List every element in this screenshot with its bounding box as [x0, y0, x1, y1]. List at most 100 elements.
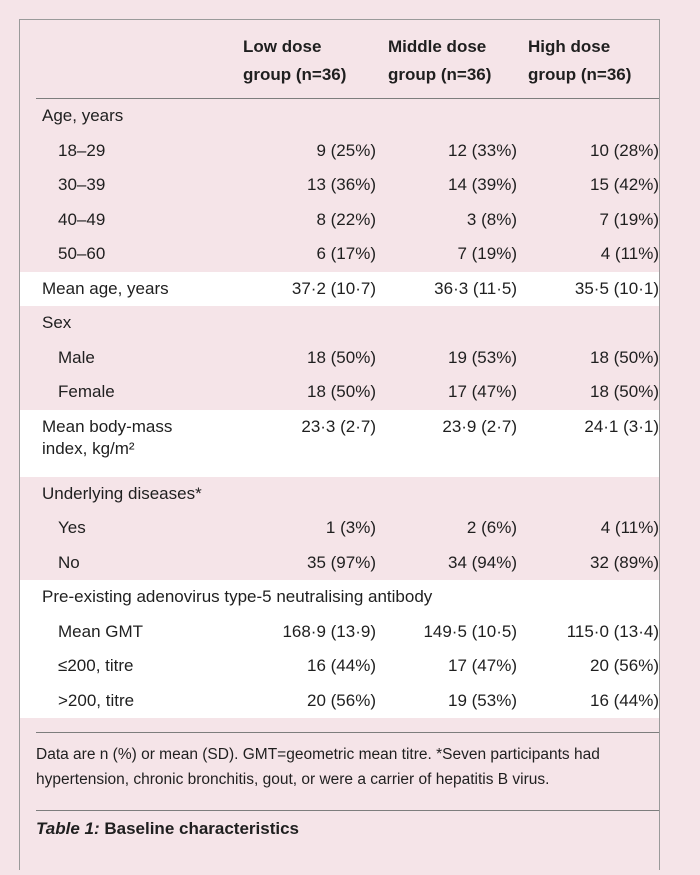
cell-middle: 34 (94%) [448, 552, 517, 572]
row-label: Sex [42, 313, 72, 332]
cell-low: 23·3 (2·7) [245, 409, 376, 477]
cell-low: 35 (97%) [307, 552, 376, 572]
cell-high: 18 (50%) [590, 382, 659, 401]
cell-middle [376, 306, 517, 341]
column-header-line: High dose [528, 37, 611, 56]
row-label: Age, years [42, 106, 124, 125]
cell-high: 10 (28%) [590, 140, 659, 160]
table-row: Mean age, years 37·2 (10·7) 36·3 (11·5) … [20, 271, 659, 306]
cell-high: 18 (50%) [590, 347, 659, 367]
cell-middle: 17 (47%) [376, 649, 517, 684]
table-row: Yes 1 (3%) 2 (6%) 4 (11%) [20, 511, 659, 546]
cell-low: 37·2 (10·7) [245, 271, 376, 306]
cell-middle: 7 (19%) [457, 244, 517, 263]
column-header-line: Low dose [243, 37, 322, 56]
row-label: Female [58, 382, 115, 401]
cell-low [245, 99, 376, 134]
cell-high [517, 306, 659, 341]
table-row: 50–60 6 (17%) 7 (19%) 4 (11%) [20, 237, 659, 272]
cell-high: 7 (19%) [599, 209, 659, 229]
cell-low: 18 (50%) [307, 347, 376, 367]
cell-low: 16 (44%) [245, 649, 376, 684]
table-row: 18–29 9 (25%) 12 (33%) 10 (28%) [20, 134, 659, 169]
cell-high: 4 (11%) [600, 244, 659, 263]
row-label-line: index, kg/m² [42, 438, 135, 458]
column-header-line: group (n=36) [243, 65, 347, 84]
cell-high: 20 (56%) [517, 649, 659, 684]
cell-low [245, 306, 376, 341]
row-label: Mean body-mass index, kg/m² [20, 409, 245, 477]
table-row: Pre-existing adenovirus type-5 neutralis… [20, 580, 659, 615]
row-label-line: Mean body-mass [42, 416, 173, 436]
cell-low: 168·9 (13·9) [245, 614, 376, 649]
table-row: Mean body-mass index, kg/m² 23·3 (2·7) 23… [20, 409, 659, 477]
row-label: 50–60 [58, 244, 106, 263]
row-label: ≤200, titre [20, 649, 245, 684]
row-label: Mean age, years [20, 271, 245, 306]
cell-middle: 14 (39%) [448, 175, 517, 194]
cell-middle [376, 477, 517, 512]
cell-middle: 19 (53%) [376, 683, 517, 718]
table-row: 30–39 13 (36%) 14 (39%) 15 (42%) [20, 168, 659, 203]
table-row: 40–49 8 (22%) 3 (8%) 7 (19%) [20, 203, 659, 238]
table-row: Male 18 (50%) 19 (53%) 18 (50%) [20, 341, 659, 376]
caption-title: Baseline characteristics [104, 819, 300, 838]
cell-high [517, 99, 659, 134]
caption-rule [36, 810, 659, 811]
cell-low: 1 (3%) [325, 518, 376, 537]
cell-low: 8 (22%) [316, 209, 376, 229]
cell-high: 35·5 (10·1) [517, 271, 659, 306]
cell-low: 20 (56%) [245, 683, 376, 718]
row-label: 40–49 [58, 209, 106, 229]
table-row: No 35 (97%) 34 (94%) 32 (89%) [20, 546, 659, 581]
cell-middle: 149·5 (10·5) [376, 614, 517, 649]
cell-low: 13 (36%) [307, 175, 376, 194]
cell-high [517, 477, 659, 512]
table-row: Underlying diseases* [20, 477, 659, 512]
row-label: Male [58, 347, 95, 367]
column-header-middle-dose: Middle dose group (n=36) [388, 33, 491, 93]
table-footnote: Data are n (%) or mean (SD). GMT=geometr… [36, 746, 600, 788]
cell-middle: 12 (33%) [448, 140, 517, 160]
cell-low: 9 (25%) [316, 140, 376, 160]
table-row: >200, titre 20 (56%) 19 (53%) 16 (44%) [20, 683, 659, 718]
cell-high: 15 (42%) [590, 175, 659, 194]
cell-middle [376, 99, 517, 134]
table-caption: Table 1: Baseline characteristics [36, 819, 299, 839]
column-header-line: Middle dose [388, 37, 487, 56]
table-row: Age, years [20, 99, 659, 134]
row-label: 18–29 [58, 140, 106, 160]
row-label: Yes [58, 518, 86, 537]
row-label: 30–39 [58, 175, 106, 194]
cell-high: 32 (89%) [590, 552, 659, 572]
cell-high: 4 (11%) [600, 518, 659, 537]
row-label: Underlying diseases* [42, 483, 202, 503]
cell-middle: 19 (53%) [448, 347, 517, 367]
row-label: >200, titre [20, 683, 245, 718]
column-header-high-dose: High dose group (n=36) [528, 33, 631, 93]
table-frame: Low dose group (n=36) Middle dose group … [19, 19, 660, 870]
row-label: Pre-existing adenovirus type-5 neutralis… [20, 580, 659, 615]
column-header-low-dose: Low dose group (n=36) [243, 33, 346, 93]
cell-high: 115·0 (13·4) [517, 614, 659, 649]
cell-low: 18 (50%) [307, 382, 376, 401]
cell-middle: 3 (8%) [466, 209, 517, 229]
column-header-line: group (n=36) [388, 65, 492, 84]
cell-middle: 23·9 (2·7) [376, 409, 517, 477]
row-label: No [58, 552, 80, 572]
cell-low [245, 477, 376, 512]
table-row: Mean GMT 168·9 (13·9) 149·5 (10·5) 115·0… [20, 614, 659, 649]
table-row: ≤200, titre 16 (44%) 17 (47%) 20 (56%) [20, 649, 659, 684]
row-label: Mean GMT [20, 614, 245, 649]
table-bottom-rule [36, 732, 659, 733]
cell-middle: 17 (47%) [448, 382, 517, 401]
cell-middle: 2 (6%) [466, 518, 517, 537]
caption-label: Table 1: [36, 819, 100, 838]
table-row: Female 18 (50%) 17 (47%) 18 (50%) [20, 375, 659, 410]
cell-high: 24·1 (3·1) [517, 409, 659, 477]
cell-low: 6 (17%) [316, 244, 376, 263]
column-header-line: group (n=36) [528, 65, 632, 84]
cell-high: 16 (44%) [517, 683, 659, 718]
baseline-table: Age, years 18–29 9 (25%) 12 (33%) 10 (28… [20, 99, 659, 718]
header-rule [36, 98, 659, 99]
